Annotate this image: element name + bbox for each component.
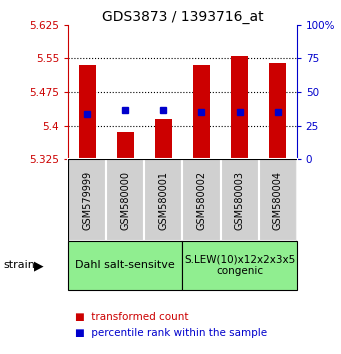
- Text: GSM580000: GSM580000: [120, 171, 130, 229]
- Bar: [117, 132, 134, 159]
- Text: GSM579999: GSM579999: [82, 170, 92, 230]
- Text: GSM580001: GSM580001: [159, 171, 168, 229]
- Bar: [221, 159, 258, 241]
- Bar: [182, 159, 221, 241]
- Text: Dahl salt-sensitve: Dahl salt-sensitve: [75, 261, 175, 270]
- Bar: [144, 159, 182, 241]
- Text: ■  percentile rank within the sample: ■ percentile rank within the sample: [75, 328, 267, 338]
- Bar: [155, 119, 172, 159]
- Text: S.LEW(10)x12x2x3x5
congenic: S.LEW(10)x12x2x3x5 congenic: [184, 255, 295, 276]
- Bar: [193, 65, 210, 159]
- Text: GSM580003: GSM580003: [235, 171, 244, 229]
- Bar: [68, 241, 182, 290]
- Text: GSM580002: GSM580002: [196, 170, 206, 230]
- Text: ■  transformed count: ■ transformed count: [75, 312, 189, 322]
- Bar: [106, 159, 144, 241]
- Text: strain: strain: [3, 261, 35, 270]
- Text: ▶: ▶: [34, 259, 44, 272]
- Bar: [231, 56, 248, 159]
- Bar: [182, 241, 297, 290]
- Title: GDS3873 / 1393716_at: GDS3873 / 1393716_at: [102, 10, 263, 24]
- Bar: [269, 63, 286, 159]
- Text: GSM580004: GSM580004: [273, 171, 283, 229]
- Bar: [258, 159, 297, 241]
- Bar: [79, 65, 96, 159]
- Bar: [68, 159, 106, 241]
